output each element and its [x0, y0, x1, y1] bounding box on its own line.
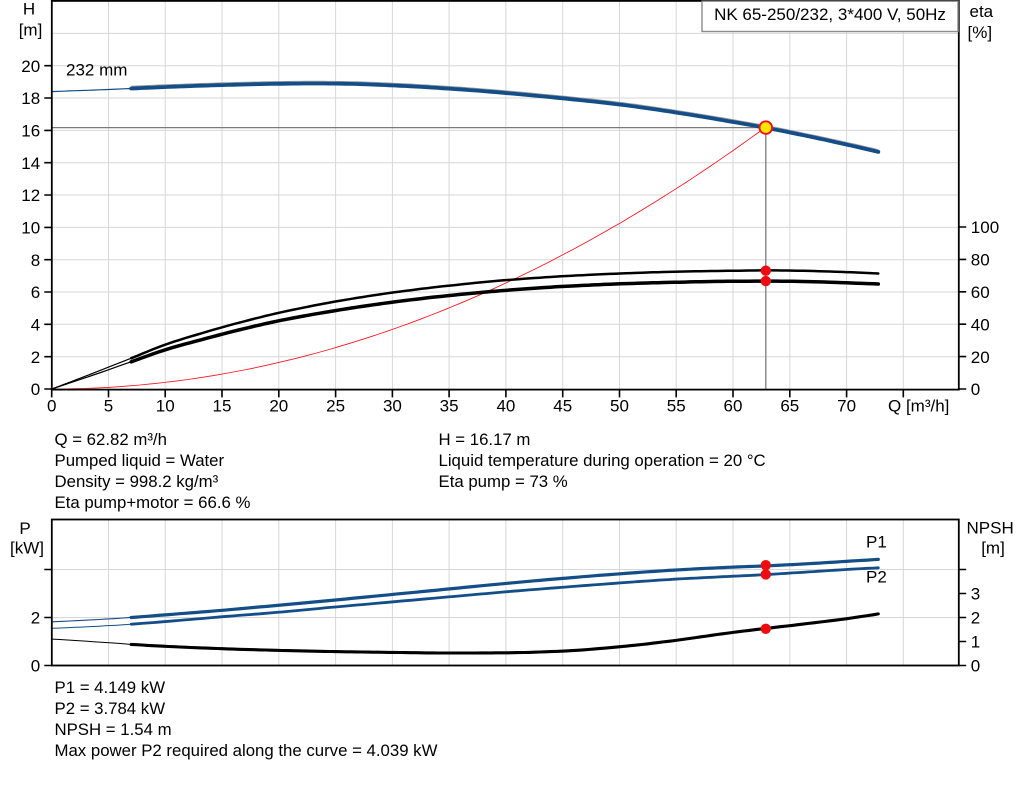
svg-text:5: 5 — [104, 396, 113, 415]
svg-text:55: 55 — [667, 396, 686, 415]
svg-text:20: 20 — [971, 348, 990, 367]
svg-text:40: 40 — [496, 396, 515, 415]
svg-text:16: 16 — [21, 122, 40, 141]
svg-text:H: H — [23, 0, 35, 19]
svg-text:Q = 62.82 m³/h: Q = 62.82 m³/h — [55, 430, 167, 449]
svg-text:0: 0 — [971, 657, 980, 676]
svg-text:35: 35 — [440, 396, 459, 415]
svg-text:Density = 998.2 kg/m³: Density = 998.2 kg/m³ — [55, 472, 219, 491]
svg-text:P: P — [19, 519, 30, 538]
svg-text:P2 = 3.784 kW: P2 = 3.784 kW — [55, 699, 166, 718]
svg-text:4: 4 — [31, 316, 40, 335]
svg-text:60: 60 — [971, 283, 990, 302]
svg-text:80: 80 — [971, 251, 990, 270]
svg-text:70: 70 — [837, 396, 856, 415]
svg-text:60: 60 — [724, 396, 743, 415]
svg-text:Eta pump = 73 %: Eta pump = 73 % — [439, 472, 568, 491]
svg-text:NPSH = 1.54 m: NPSH = 1.54 m — [55, 720, 172, 739]
svg-text:15: 15 — [213, 396, 232, 415]
svg-text:[%]: [%] — [968, 23, 993, 42]
svg-text:P2: P2 — [866, 568, 887, 587]
svg-text:50: 50 — [610, 396, 629, 415]
svg-text:0: 0 — [31, 657, 40, 676]
svg-text:[m]: [m] — [981, 539, 1005, 558]
svg-text:NPSH: NPSH — [967, 519, 1014, 538]
svg-text:232 mm: 232 mm — [66, 61, 127, 80]
svg-text:[m]: [m] — [19, 21, 43, 40]
svg-text:Max power P2 required along th: Max power P2 required along the curve = … — [55, 741, 438, 760]
svg-text:30: 30 — [383, 396, 402, 415]
svg-text:Liquid temperature during oper: Liquid temperature during operation = 20… — [439, 451, 766, 470]
svg-text:eta: eta — [970, 2, 994, 21]
svg-text:10: 10 — [156, 396, 175, 415]
svg-text:65: 65 — [780, 396, 799, 415]
svg-text:100: 100 — [971, 218, 999, 237]
svg-text:P1: P1 — [866, 533, 887, 552]
svg-text:10: 10 — [21, 219, 40, 238]
svg-text:0: 0 — [971, 380, 980, 399]
svg-text:25: 25 — [326, 396, 345, 415]
svg-text:3: 3 — [971, 585, 980, 604]
svg-text:20: 20 — [21, 57, 40, 76]
svg-text:[kW]: [kW] — [10, 539, 44, 558]
svg-text:Eta pump+motor = 66.6 %: Eta pump+motor = 66.6 % — [55, 493, 251, 512]
svg-text:40: 40 — [971, 315, 990, 334]
svg-text:12: 12 — [21, 186, 40, 205]
svg-text:H = 16.17 m: H = 16.17 m — [439, 430, 531, 449]
svg-text:NK 65-250/232, 3*400 V, 50Hz: NK 65-250/232, 3*400 V, 50Hz — [714, 5, 946, 24]
svg-text:P1 = 4.149 kW: P1 = 4.149 kW — [55, 678, 166, 697]
svg-text:Pumped liquid = Water: Pumped liquid = Water — [55, 451, 225, 470]
svg-text:18: 18 — [21, 89, 40, 108]
svg-text:14: 14 — [21, 154, 40, 173]
svg-text:45: 45 — [553, 396, 572, 415]
svg-text:0: 0 — [47, 396, 56, 415]
svg-text:Q [m³/h]: Q [m³/h] — [888, 396, 949, 415]
svg-text:2: 2 — [971, 609, 980, 628]
svg-text:1: 1 — [971, 633, 980, 652]
svg-text:2: 2 — [31, 348, 40, 367]
svg-text:20: 20 — [269, 396, 288, 415]
svg-text:8: 8 — [31, 251, 40, 270]
svg-text:2: 2 — [31, 609, 40, 628]
svg-text:0: 0 — [31, 380, 40, 399]
svg-text:6: 6 — [31, 283, 40, 302]
